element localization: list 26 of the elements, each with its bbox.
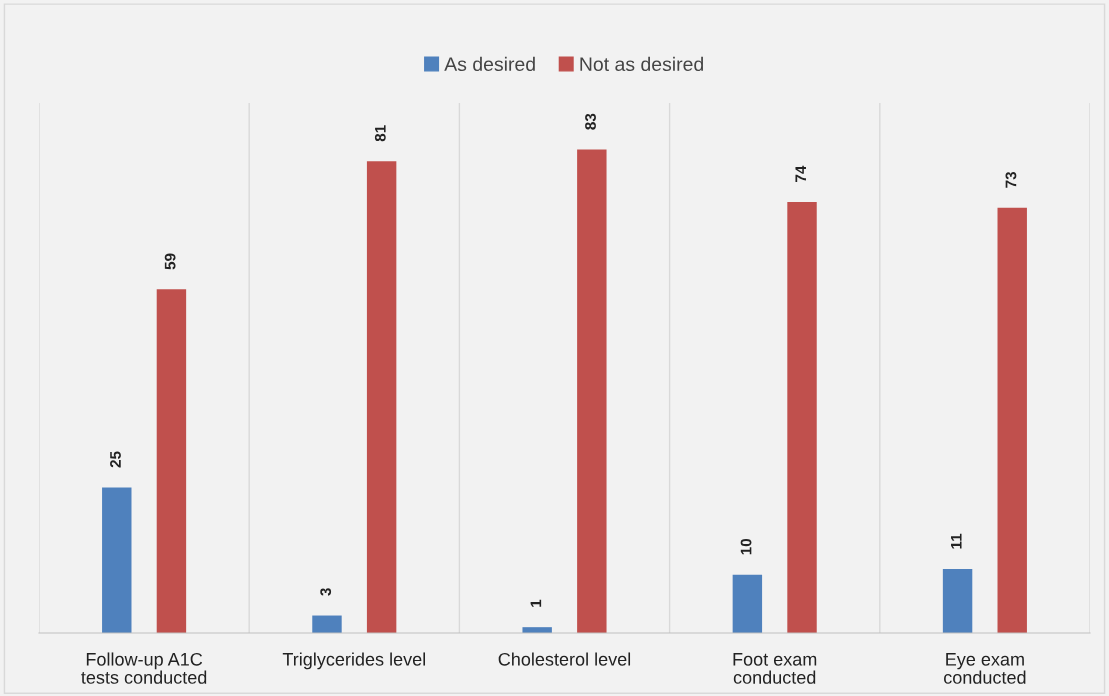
data-label: 11 [951,533,962,549]
data-label: 83 [585,113,596,130]
legend-label: As desired [444,56,535,72]
x-tick-label: Triglycerides level [282,652,425,670]
x-tick-label: Eye exam conducted [944,653,1026,684]
data-label: 10 [740,538,752,555]
bar [997,207,1027,633]
data-label: 74 [795,165,806,182]
bar [312,615,342,633]
data-label: 81 [374,125,386,142]
x-tick-label: Foot exam conducted [733,653,817,684]
bar [156,289,187,633]
bar [732,574,763,633]
data-label: 1 [530,599,542,607]
data-label: 25 [110,451,121,468]
x-tick-label: Follow-up A1C tests conducted [81,652,207,684]
data-label: 3 [320,588,332,596]
x-tick-label: Cholesterol level [498,652,631,666]
bar [577,149,607,633]
bar [942,568,973,633]
data-label: 59 [164,253,176,270]
data-label: 73 [1005,171,1017,188]
bar [366,161,397,633]
bar [787,202,817,633]
bar [102,487,132,633]
legend-label: Not as desired [580,56,703,72]
